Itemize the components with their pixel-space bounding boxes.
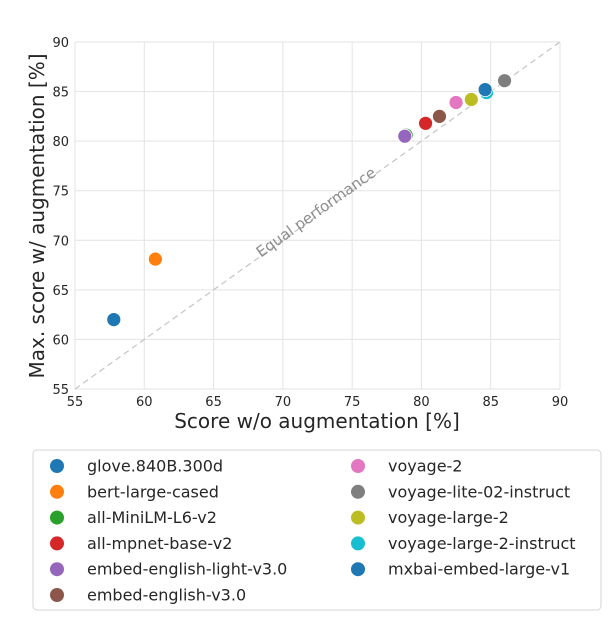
- y-tick-label: 65: [52, 284, 69, 299]
- legend-marker-embed-english-v3-0: [50, 588, 64, 602]
- legend-label-voyage-large-2-instruct: voyage-large-2-instruct: [388, 534, 576, 553]
- point-voyage-2: [448, 95, 464, 110]
- y-tick-label: 75: [52, 185, 69, 200]
- point-all-mpnet-base-v2: [418, 115, 433, 131]
- x-tick-label: 65: [205, 395, 222, 410]
- legend-label-voyage-large-2: voyage-large-2: [388, 508, 509, 527]
- x-tick-label: 70: [275, 395, 292, 410]
- x-tick-label: 55: [67, 395, 84, 410]
- legend-marker-voyage-large-2-instruct: [351, 536, 365, 551]
- y-tick-label: 80: [52, 135, 69, 150]
- y-tick-label: 90: [52, 36, 69, 51]
- legend-label-all-minilm-l6-v2: all-MiniLM-L6-v2: [87, 508, 217, 527]
- y-tick-label: 60: [52, 333, 69, 348]
- point-embed-english-v3-0: [432, 108, 447, 124]
- y-tick-labels: 55 60 65 70 75 80 85 90: [52, 36, 69, 398]
- x-tick-label: 80: [413, 395, 430, 410]
- legend-marker-all-mpnet-base-v2: [50, 536, 64, 551]
- point-voyage-large-2: [463, 92, 479, 107]
- legend-marker-mxbai-embed-large-v1: [351, 562, 365, 577]
- legend-label-glove-840b-300d: glove.840B.300d: [87, 457, 223, 476]
- x-tick-label: 85: [482, 395, 499, 410]
- point-embed-english-light-v3-0: [397, 128, 413, 144]
- point-mxbai-embed-large-v1: [477, 82, 493, 97]
- x-tick-label: 60: [136, 395, 153, 410]
- legend-marker-all-minilm-l6-v2: [50, 510, 64, 525]
- legend-marker-glove-840b-300d: [50, 459, 64, 473]
- data-points: [106, 73, 512, 328]
- legend-box: [32, 449, 602, 611]
- x-tick-labels: 55 60 65 70 75 80 85 90: [67, 395, 569, 410]
- legend-label-voyage-lite-02-instruct: voyage-lite-02-instruct: [388, 482, 570, 501]
- y-tick-label: 55: [52, 383, 69, 398]
- point-glove-840b-300d: [106, 312, 122, 328]
- y-tick-label: 70: [52, 234, 69, 249]
- legend-marker-voyage-large-2: [351, 510, 365, 525]
- x-tick-label: 90: [552, 395, 569, 410]
- legend-label-embed-english-light-v3-0: embed-english-light-v3.0: [87, 560, 287, 579]
- x-axis-label: Score w/o augmentation [%]: [174, 409, 460, 433]
- grid-lines: [74, 41, 561, 390]
- y-tick-label: 85: [52, 86, 69, 101]
- legend-label-all-mpnet-base-v2: all-mpnet-base-v2: [87, 534, 232, 553]
- legend: glove.840B.300d bert-large-cased all-MiniL…: [50, 457, 576, 605]
- legend-label-bert-large-cased: bert-large-cased: [87, 482, 219, 501]
- plot-area: [75, 42, 560, 389]
- legend-marker-embed-english-light-v3-0: [50, 562, 64, 577]
- point-voyage-lite-02-instruct: [497, 73, 512, 89]
- legend-marker-bert-large-cased: [50, 484, 64, 499]
- point-bert-large-cased: [147, 251, 163, 267]
- legend-label-voyage-2: voyage-2: [388, 457, 462, 476]
- legend-label-embed-english-v3-0: embed-english-v3.0: [87, 586, 246, 605]
- legend-label-mxbai-embed-large-v1: mxbai-embed-large-v1: [388, 560, 570, 579]
- legend-marker-voyage-2: [351, 459, 365, 473]
- x-tick-label: 75: [344, 395, 361, 410]
- y-axis-label: Max. score w/ augmentation [%]: [25, 53, 49, 378]
- legend-marker-voyage-lite-02-instruct: [351, 484, 365, 499]
